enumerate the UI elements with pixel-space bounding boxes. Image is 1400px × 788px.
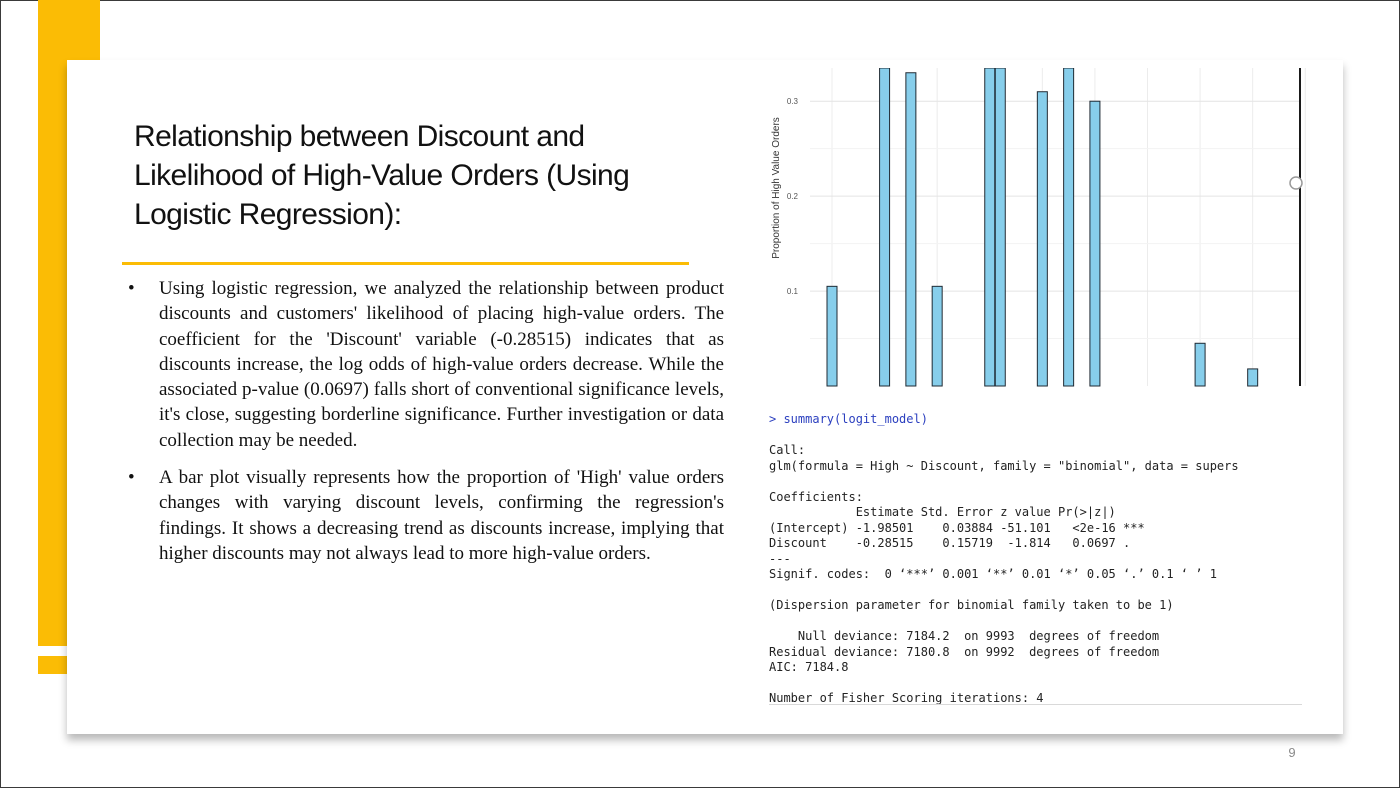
bullet-list: • Using logistic regression, we analyzed… — [128, 276, 724, 578]
console-line: Residual deviance: 7180.8 on 9992 degree… — [769, 644, 1160, 659]
bullet-text: Using logistic regression, we analyzed t… — [159, 278, 724, 451]
console-line: Signif. codes: 0 ‘***’ 0.001 ‘**’ 0.01 ‘… — [769, 567, 1217, 581]
bullet-symbol: • — [128, 278, 135, 299]
slide-card — [67, 60, 1343, 734]
bullet-text: A bar plot visually represents how the p… — [159, 467, 724, 564]
console-line: Call: — [769, 443, 806, 457]
console-divider — [769, 704, 1302, 705]
bullet-symbol: • — [128, 467, 135, 489]
bar — [826, 285, 838, 387]
bar — [984, 68, 996, 387]
console-line: (Intercept) -1.98501 0.03884 -51.101 <2e… — [769, 520, 1145, 535]
console-blank-line — [769, 676, 1302, 692]
console-line: glm(formula = High ~ Discount, family = … — [769, 458, 1239, 473]
title-underline — [122, 262, 689, 265]
accent-bar-top — [38, 0, 100, 60]
bar — [1247, 368, 1259, 387]
console-line: Coefficients: — [769, 489, 863, 504]
bar — [931, 285, 943, 387]
console-blank-line — [769, 428, 1302, 444]
bar — [1063, 68, 1075, 387]
console-line: Estimate Std. Error z value Pr(>|z|) — [769, 505, 1116, 519]
console-line: (Dispersion parameter for binomial famil… — [769, 598, 1174, 612]
page-number: 9 — [1288, 745, 1296, 760]
accent-bar-lower — [38, 656, 67, 674]
console-line: Null deviance: 7184.2 on 9993 degrees of… — [769, 629, 1160, 643]
y-tick-label: 0.2 — [787, 192, 799, 201]
bar-chart: 0.1 0.2 0.3 Proportion of High Value Orders — [771, 68, 1306, 387]
bar — [1194, 342, 1206, 387]
bar — [905, 72, 917, 387]
console-blank-line — [769, 614, 1302, 630]
console-line: AIC: 7184.8 — [769, 660, 849, 674]
y-axis-label: Proportion of High Value Orders — [771, 117, 782, 259]
accent-bar-left — [38, 60, 67, 646]
slide-title: Relationship between Discount and Likeli… — [134, 120, 630, 231]
bar — [1036, 91, 1048, 387]
y-tick-label: 0.1 — [787, 287, 799, 296]
console-line: --- — [769, 551, 791, 566]
console-line: Discount -0.28515 0.15719 -1.814 0.0697 … — [769, 536, 1131, 550]
y-tick-label: 0.3 — [787, 97, 799, 106]
resize-handle — [1289, 176, 1303, 190]
console-line: Number of Fisher Scoring iterations: 4 — [769, 691, 1044, 705]
bar — [879, 68, 891, 387]
bullet-item: • A bar plot visually represents how the… — [128, 465, 724, 566]
console-blank-line — [769, 474, 1302, 490]
console-command: > summary(logit_model) — [769, 412, 928, 426]
console-blank-line — [769, 583, 1302, 599]
bar — [994, 68, 1006, 387]
r-console-output: > summary(logit_model) Call: glm(formula =… — [769, 412, 1302, 705]
bar — [1089, 100, 1101, 387]
bullet-item: • Using logistic regression, we analyzed… — [128, 276, 724, 453]
